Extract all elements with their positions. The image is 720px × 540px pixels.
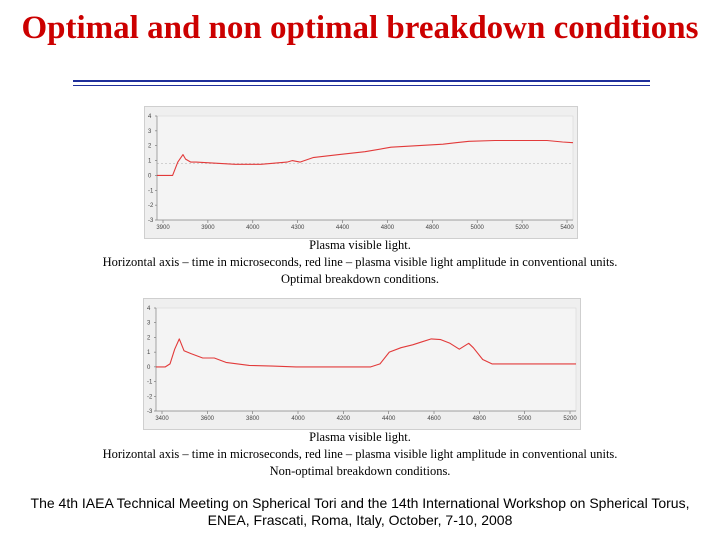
x-tick-label: 4300 xyxy=(291,225,305,231)
y-tick-label: 2 xyxy=(148,144,152,150)
x-tick-label: 4400 xyxy=(382,416,396,422)
x-tick-label: 5400 xyxy=(560,225,574,231)
y-tick-label: -2 xyxy=(148,203,154,209)
x-tick-label: 4200 xyxy=(337,416,351,422)
y-tick-label: -3 xyxy=(148,218,154,224)
y-tick-label: 4 xyxy=(147,306,151,312)
y-tick-label: -1 xyxy=(148,188,154,194)
x-tick-label: 3800 xyxy=(246,416,260,422)
y-tick-label: 3 xyxy=(148,129,152,135)
plot-area xyxy=(155,307,577,412)
caption-line-1: Plasma visible light. xyxy=(309,238,411,252)
slide-title: Optimal and non optimal breakdown condit… xyxy=(21,10,699,46)
title-rule-thick xyxy=(73,80,650,82)
x-tick-label: 4800 xyxy=(381,225,395,231)
x-tick-label: 5200 xyxy=(563,416,577,422)
caption-line-3: Optimal breakdown conditions. xyxy=(281,272,439,286)
chart-non-optimal: 4 3 2 1 0 -1 -2 -3 3400 3600 3800 4000 4200 4400 4600 4… xyxy=(143,298,581,430)
x-tick-label: 4000 xyxy=(246,225,260,231)
y-tick-label: 1 xyxy=(147,350,151,356)
y-tick-label: 1 xyxy=(148,159,152,165)
y-tick-label: 0 xyxy=(147,365,151,371)
series-line-plasma-light xyxy=(157,139,574,176)
x-tick-label: 5200 xyxy=(515,225,529,231)
x-tick-label: 4600 xyxy=(427,416,441,422)
caption-line-3: Non-optimal breakdown conditions. xyxy=(269,464,451,478)
x-tick-label: 3900 xyxy=(156,225,170,231)
y-tick-label: 3 xyxy=(147,321,151,327)
x-tick-label: 3600 xyxy=(201,416,215,422)
x-tick-label: 5000 xyxy=(518,416,532,422)
x-tick-label: 4400 xyxy=(336,225,350,231)
x-tick-label: 4800 xyxy=(426,225,440,231)
x-tick-label: 3400 xyxy=(155,416,169,422)
caption-optimal: Plasma visible light. Horizontal axis – … xyxy=(0,237,720,288)
caption-non-optimal: Plasma visible light. Horizontal axis – … xyxy=(0,429,720,480)
caption-line-2: Horizontal axis – time in microseconds, … xyxy=(102,255,618,269)
footer-citation: The 4th IAEA Technical Meeting on Spheri… xyxy=(30,495,690,528)
y-tick-label: -2 xyxy=(147,394,153,400)
x-tick-label: 4800 xyxy=(473,416,487,422)
chart-optimal: 4 3 2 1 0 -1 -2 -3 3900 3900 4000 4300 4400 4800 4800 5… xyxy=(144,106,578,239)
x-tick-label: 4000 xyxy=(291,416,305,422)
x-tick-label: 5000 xyxy=(471,225,485,231)
y-tick-label: 0 xyxy=(148,173,152,179)
caption-line-2: Horizontal axis – time in microseconds, … xyxy=(102,447,618,461)
y-tick-label: 4 xyxy=(148,114,152,120)
title-rule-thin xyxy=(73,85,650,86)
y-tick-label: -3 xyxy=(147,409,153,415)
y-tick-label: -1 xyxy=(147,380,153,386)
caption-line-1: Plasma visible light. xyxy=(309,430,411,444)
y-tick-label: 2 xyxy=(147,335,151,341)
series-line-plasma-light xyxy=(156,338,576,368)
plot-area xyxy=(156,115,574,221)
x-tick-label: 3900 xyxy=(201,225,215,231)
